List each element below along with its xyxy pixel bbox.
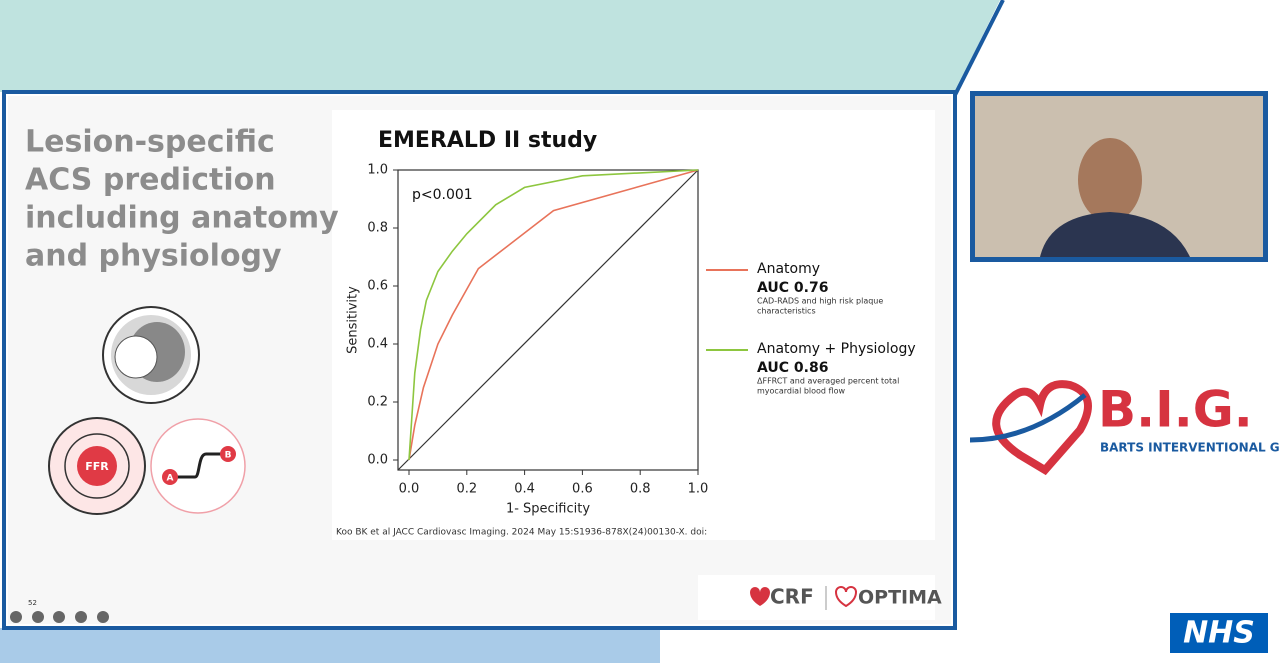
footer-logos [698, 575, 935, 620]
roc-chart: 0.0 0.2 0.4 0.6 0.8 1.0 0.0 0.2 0.4 0.6 0.8 1.0 Anat… [367, 163, 915, 497]
big-subtitle: BARTS INTERVENTIONAL GROUP [1100, 441, 1280, 455]
path-icon [162, 469, 178, 485]
x-tick-label: 0.0 [399, 482, 420, 497]
big-logo: B.I.G. [1098, 381, 1253, 439]
path-icon [220, 446, 236, 462]
x-tick-label: 1.0 [688, 482, 709, 497]
icon-label: FFR [85, 460, 109, 473]
skyline-strip [0, 628, 660, 663]
webcam-person [1040, 212, 1190, 257]
legend-auc: AUC 0.76 [757, 280, 828, 296]
ffr-icon [77, 446, 117, 486]
title-line: and physiology [25, 239, 282, 274]
roc-curve [408, 169, 699, 461]
legend-note: myocardial blood flow [757, 387, 845, 396]
optima-heart [834, 586, 858, 608]
x-tick-label: 0.4 [514, 482, 535, 497]
optima-logo: OPTIMA [858, 587, 942, 609]
legend-name: Anatomy + Physiology [757, 341, 916, 357]
reference-diagonal [397, 169, 699, 471]
tool-button[interactable] [75, 611, 87, 623]
x-tick-label: 0.6 [572, 482, 593, 497]
title-line: including anatomy [25, 201, 339, 236]
roc-curve [408, 169, 699, 461]
legend-note: CAD-RADS and high risk plaque [757, 297, 883, 306]
big-heart [992, 380, 1092, 476]
tool-button[interactable] [53, 611, 65, 623]
x-axis-label: 1- Specificity [506, 502, 590, 517]
big-heart [969, 393, 1087, 443]
plot-frame [397, 169, 699, 471]
icon-label: B [225, 451, 232, 461]
y-axis-label: Sensitivity [346, 286, 361, 354]
tool-button[interactable] [97, 611, 109, 623]
legend-name: Anatomy [757, 261, 820, 277]
legend-note: characteristics [757, 307, 816, 316]
x-tick-label: 0.8 [630, 482, 651, 497]
legend-auc: AUC 0.86 [757, 360, 828, 376]
vessel-icon [114, 335, 158, 379]
crf-logo: CRF [770, 585, 814, 609]
nhs-logo [1170, 613, 1268, 653]
y-tick-label: 0.8 [367, 221, 388, 236]
y-tick-label: 1.0 [367, 163, 388, 178]
y-tick-label: 0.6 [367, 279, 388, 294]
banner-edge [953, 0, 1005, 96]
webcam-person [1078, 138, 1142, 222]
x-tick-label: 0.2 [456, 482, 477, 497]
chart-title: EMERALD II study [378, 128, 597, 153]
chart-panel [332, 110, 935, 540]
y-tick-label: 0.4 [367, 337, 388, 352]
slide-number: 52 [28, 599, 37, 607]
path-icon [170, 452, 226, 479]
ffr-icon [64, 433, 130, 499]
toolbar [10, 611, 109, 623]
y-tick-label: 0.2 [367, 395, 388, 410]
annotation: p<0.001 [412, 187, 473, 203]
legend-note: ΔFFRCT and averaged percent total [757, 377, 899, 386]
y-tick-label: 0.0 [367, 453, 388, 468]
title-line: Lesion-specific [25, 125, 275, 160]
nhs-text: NHS [1183, 616, 1255, 651]
tool-button[interactable] [32, 611, 44, 623]
title-line: ACS prediction [25, 163, 276, 198]
crf-heart [750, 587, 770, 606]
icon-label: A [167, 474, 174, 484]
citation: Koo BK et al JACC Cardiovasc Imaging. 20… [336, 528, 707, 538]
teal-banner [0, 0, 1000, 92]
tool-button[interactable] [10, 611, 22, 623]
